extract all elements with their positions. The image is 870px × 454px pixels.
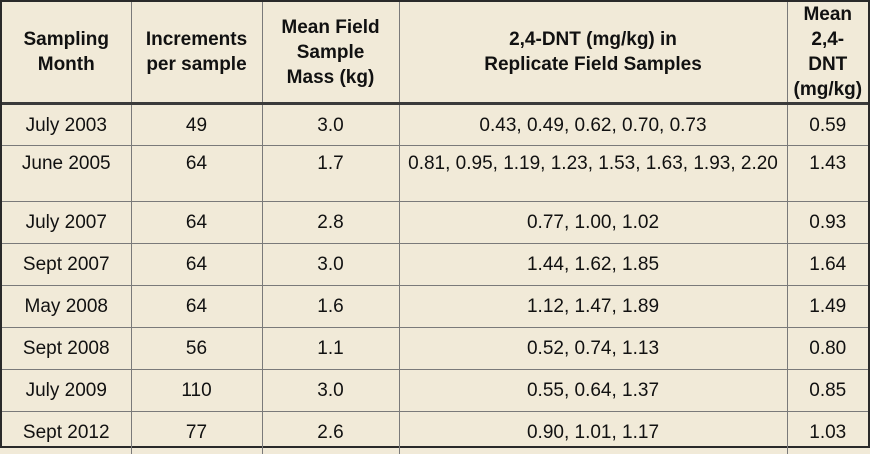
cell-mean: 1.03 (786, 411, 868, 454)
cell-mean: 0.85 (786, 369, 868, 412)
cell-increments: 49 (130, 103, 263, 146)
cell-month: Sept 2012 (2, 411, 132, 454)
table-row: May 2008 64 1.6 1.12, 1.47, 1.89 1.49 (2, 285, 868, 328)
cell-mean: 1.64 (786, 243, 868, 286)
cell-increments: 64 (130, 145, 263, 202)
table-row: Sept 2008 56 1.1 0.52, 0.74, 1.13 0.80 (2, 327, 868, 370)
cell-mass: 3.0 (261, 103, 400, 146)
cell-mass: 1.6 (261, 285, 400, 328)
table-header: Sampling Month Increments per sample Mea… (2, 2, 868, 105)
cell-replicates: 0.43, 0.49, 0.62, 0.70, 0.73 (398, 103, 788, 146)
table-row: Sept 2012 77 2.6 0.90, 1.01, 1.17 1.03 (2, 411, 868, 454)
cell-mean: 0.59 (786, 103, 868, 146)
cell-replicates: 0.52, 0.74, 1.13 (398, 327, 788, 370)
header-increments: Increments per sample (130, 2, 263, 105)
cell-month: Sept 2008 (2, 327, 132, 370)
cell-replicates: 0.55, 0.64, 1.37 (398, 369, 788, 412)
cell-increments: 56 (130, 327, 263, 370)
cell-replicates: 1.44, 1.62, 1.85 (398, 243, 788, 286)
cell-month: May 2008 (2, 285, 132, 328)
cell-replicates: 0.81, 0.95, 1.19, 1.23, 1.53, 1.63, 1.93… (398, 145, 788, 202)
cell-replicates: 0.77, 1.00, 1.02 (398, 201, 788, 244)
cell-mass: 3.0 (261, 243, 400, 286)
table-body: July 2003 49 3.0 0.43, 0.49, 0.62, 0.70,… (2, 103, 868, 454)
cell-month: Sept 2007 (2, 243, 132, 286)
table-row: Sept 2007 64 3.0 1.44, 1.62, 1.85 1.64 (2, 243, 868, 286)
cell-month: June 2005 (2, 145, 132, 202)
cell-mass: 2.8 (261, 201, 400, 244)
cell-increments: 64 (130, 285, 263, 328)
cell-increments: 64 (130, 243, 263, 286)
cell-replicates: 1.12, 1.47, 1.89 (398, 285, 788, 328)
cell-month: July 2003 (2, 103, 132, 146)
cell-mass: 2.6 (261, 411, 400, 454)
cell-mass: 1.7 (261, 145, 400, 202)
header-row: Sampling Month Increments per sample Mea… (2, 2, 868, 105)
table-row: June 2005 64 1.7 0.81, 0.95, 1.19, 1.23,… (2, 145, 868, 202)
cell-mean: 0.93 (786, 201, 868, 244)
table-row: July 2009 110 3.0 0.55, 0.64, 1.37 0.85 (2, 369, 868, 412)
cell-mean: 0.80 (786, 327, 868, 370)
header-mean-dnt: Mean 2,4- DNT (mg/kg) (786, 2, 868, 105)
header-sampling-month: Sampling Month (2, 2, 132, 105)
cell-replicates: 0.90, 1.01, 1.17 (398, 411, 788, 454)
cell-mean: 1.43 (786, 145, 868, 202)
table-row: July 2003 49 3.0 0.43, 0.49, 0.62, 0.70,… (2, 103, 868, 146)
cell-increments: 77 (130, 411, 263, 454)
cell-month: July 2009 (2, 369, 132, 412)
cell-month: July 2007 (2, 201, 132, 244)
header-mean-mass: Mean Field Sample Mass (kg) (261, 2, 400, 105)
cell-increments: 110 (130, 369, 263, 412)
cell-mass: 1.1 (261, 327, 400, 370)
cell-increments: 64 (130, 201, 263, 244)
cell-mean: 1.49 (786, 285, 868, 328)
cell-mass: 3.0 (261, 369, 400, 412)
header-replicate-values: 2,4-DNT (mg/kg) in Replicate Field Sampl… (398, 2, 788, 105)
table-row: July 2007 64 2.8 0.77, 1.00, 1.02 0.93 (2, 201, 868, 244)
